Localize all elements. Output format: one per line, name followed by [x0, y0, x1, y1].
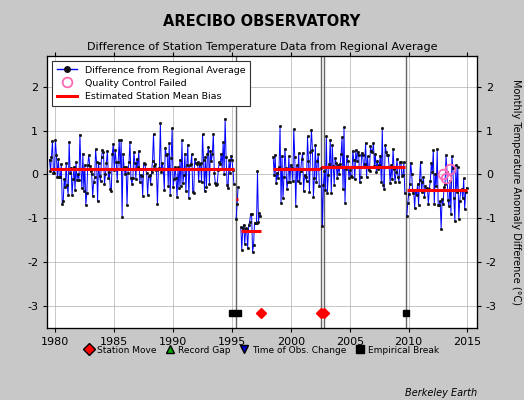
- Difference from Regional Average: [76, 178, 82, 182]
- Difference from Regional Average: [119, 215, 125, 220]
- Line: Quality Control Failed: Quality Control Failed: [438, 164, 455, 183]
- Difference from Regional Average: [231, 182, 237, 187]
- Line: Difference from Regional Average: Difference from Regional Average: [48, 117, 235, 218]
- Y-axis label: Monthly Temperature Anomaly Difference (°C): Monthly Temperature Anomaly Difference (…: [511, 79, 521, 305]
- Quality Control Failed: [440, 171, 446, 176]
- Quality Control Failed: [446, 167, 453, 172]
- Difference from Regional Average: [46, 157, 52, 162]
- Difference from Regional Average: [185, 196, 192, 201]
- Legend: Difference from Regional Average, Quality Control Failed, Estimated Station Mean: Difference from Regional Average, Qualit…: [52, 61, 250, 106]
- Legend: Station Move, Record Gap, Time of Obs. Change, Empirical Break: Station Move, Record Gap, Time of Obs. C…: [82, 343, 442, 357]
- Difference from Regional Average: [192, 161, 199, 166]
- Difference from Regional Average: [169, 126, 176, 131]
- Text: Berkeley Earth: Berkeley Earth: [405, 388, 477, 398]
- Difference from Regional Average: [83, 202, 89, 207]
- Difference from Regional Average: [222, 116, 228, 121]
- Text: ARECIBO OBSERVATORY: ARECIBO OBSERVATORY: [163, 14, 361, 29]
- Difference from Regional Average: [116, 138, 122, 143]
- Title: Difference of Station Temperature Data from Regional Average: Difference of Station Temperature Data f…: [87, 42, 437, 52]
- Quality Control Failed: [442, 176, 449, 180]
